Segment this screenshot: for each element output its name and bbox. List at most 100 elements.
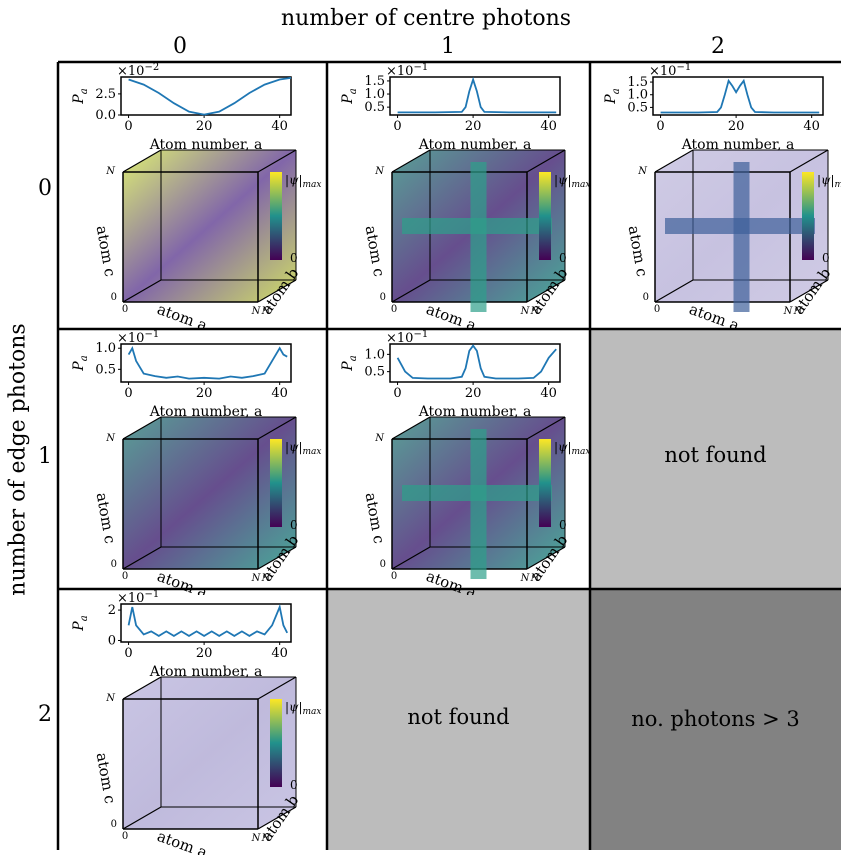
y-axis-label: Pa bbox=[71, 355, 90, 371]
x-tick-label: 40 bbox=[271, 386, 288, 401]
cube-tick-0: 0 bbox=[122, 304, 128, 315]
cube-edge bbox=[789, 149, 829, 173]
x-tick-label: 0 bbox=[393, 119, 401, 134]
cube-edge bbox=[526, 546, 566, 570]
y-tick-label: 0 bbox=[108, 633, 116, 648]
x-axis-label: Atom number, a bbox=[418, 404, 532, 420]
cube-edge bbox=[391, 279, 431, 303]
probability-line bbox=[128, 76, 292, 116]
y-tick-label: 1.0 bbox=[95, 341, 116, 356]
x-axis-label: Atom number, a bbox=[418, 137, 532, 153]
x-tick-label: 40 bbox=[271, 119, 288, 134]
x-tick-label: 0 bbox=[124, 119, 132, 134]
y-axis-label: Pa bbox=[71, 88, 90, 104]
cube-edge bbox=[257, 676, 297, 700]
x-tick-label: 20 bbox=[465, 119, 482, 134]
cell-r2-c2: no. photons > 3 bbox=[590, 589, 841, 850]
cell-r2-c1: not found bbox=[327, 589, 590, 850]
x-tick-label: 20 bbox=[465, 386, 482, 401]
y-axis-label: Pa bbox=[340, 88, 359, 104]
x-tick-label: 0 bbox=[124, 646, 132, 661]
cube-tick-0: 0 bbox=[122, 571, 128, 582]
cube-axis-c-label: atom c bbox=[362, 491, 389, 545]
probability-line bbox=[127, 603, 289, 637]
cube-axis-a-label: atom a bbox=[424, 300, 479, 328]
x-tick-label: 20 bbox=[196, 386, 213, 401]
cube-tick-n: N bbox=[251, 306, 262, 317]
cube-axis-a-label: atom a bbox=[424, 567, 479, 595]
cube-tick-n: N bbox=[261, 306, 272, 317]
density-slab bbox=[665, 218, 815, 234]
cube-tick-n: N bbox=[105, 433, 116, 444]
colorbar bbox=[270, 172, 282, 260]
cube-edge bbox=[257, 416, 297, 440]
cube-edge bbox=[122, 416, 162, 440]
cell-r1-c2: not found bbox=[590, 329, 841, 588]
density-slab bbox=[402, 485, 552, 501]
cube-tick-n: N bbox=[520, 573, 531, 584]
y-tick-label: 1.0 bbox=[364, 347, 385, 362]
x-axis-label: Atom number, a bbox=[681, 137, 795, 153]
cube-tick-0: 0 bbox=[391, 571, 397, 582]
colorbar-min-label: 0 bbox=[559, 251, 567, 265]
cube-edge bbox=[789, 279, 829, 303]
x-tick-label: 40 bbox=[540, 119, 557, 134]
colorbar-min-label: 0 bbox=[559, 518, 567, 532]
cube-tick-0: 0 bbox=[111, 292, 117, 303]
cube-tick-n: N bbox=[261, 573, 272, 584]
cube-edge bbox=[257, 279, 297, 303]
colorbar-min-label: 0 bbox=[290, 518, 298, 532]
cube-tick-n: N bbox=[793, 306, 804, 317]
cube-tick-n: N bbox=[374, 166, 385, 177]
cube-axis-c-label: atom c bbox=[93, 224, 120, 278]
cube-tick-0: 0 bbox=[111, 819, 117, 830]
y-axis-label: Pa bbox=[603, 88, 622, 104]
cube-edge bbox=[526, 149, 566, 173]
y-tick-label: 1.0 bbox=[364, 87, 385, 102]
cube-axis-a-label: atom a bbox=[155, 827, 210, 855]
y-tick-label: 2.5 bbox=[95, 87, 116, 102]
cube-tick-n: N bbox=[530, 306, 541, 317]
cube-tick-n: N bbox=[520, 306, 531, 317]
cube-axis-c-label: atom c bbox=[93, 751, 120, 805]
cube-tick-n: N bbox=[251, 573, 262, 584]
x-tick-label: 40 bbox=[803, 119, 820, 134]
plot-frame bbox=[120, 76, 292, 116]
cube-edge bbox=[391, 149, 431, 173]
plot-frame bbox=[120, 343, 292, 383]
y-tick-label: 1.0 bbox=[627, 88, 648, 103]
x-axis-label: Atom number, a bbox=[149, 664, 263, 680]
cube-tick-0: 0 bbox=[654, 304, 660, 315]
cube-edge bbox=[122, 546, 162, 570]
cube-tick-n: N bbox=[783, 306, 794, 317]
colorbar bbox=[270, 699, 282, 787]
density-slab bbox=[470, 429, 487, 579]
density-slab bbox=[733, 162, 750, 312]
x-tick-label: 40 bbox=[540, 386, 557, 401]
plot-frame bbox=[652, 76, 824, 116]
y-tick-label: 0.5 bbox=[95, 362, 116, 377]
cube-tick-0: 0 bbox=[391, 304, 397, 315]
y-tick-label: 0.5 bbox=[627, 100, 648, 115]
colorbar-min-label: 0 bbox=[290, 251, 298, 265]
y-axis-label: Pa bbox=[71, 615, 90, 631]
not-found-label: not found bbox=[664, 443, 767, 467]
cube-edge bbox=[122, 279, 162, 303]
x-tick-label: 20 bbox=[728, 119, 745, 134]
x-tick-label: 0 bbox=[393, 386, 401, 401]
cube-tick-n: N bbox=[261, 833, 272, 844]
plot-frame bbox=[120, 603, 292, 643]
y-tick-label: 1.5 bbox=[364, 74, 385, 89]
plot-frame bbox=[389, 343, 561, 383]
x-tick-label: 0 bbox=[656, 119, 664, 134]
x-axis-label: Atom number, a bbox=[149, 404, 263, 420]
cube-axis-a-label: atom a bbox=[155, 300, 210, 328]
x-tick-label: 20 bbox=[196, 646, 213, 661]
cube-tick-n: N bbox=[637, 166, 648, 177]
cube-volume bbox=[123, 677, 296, 829]
cube-edge bbox=[391, 546, 431, 570]
column-value-2: 2 bbox=[711, 34, 725, 59]
